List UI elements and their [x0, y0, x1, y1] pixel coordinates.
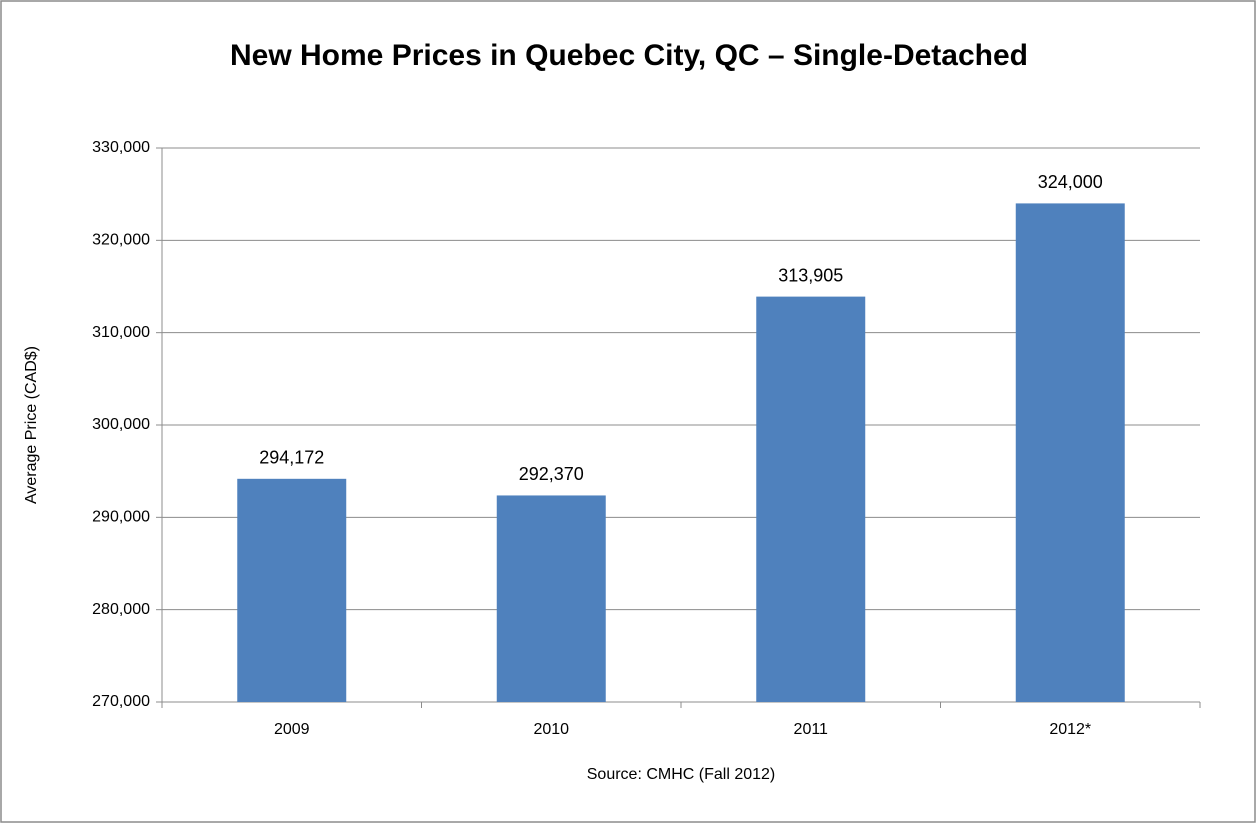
data-label: 324,000	[1038, 172, 1103, 192]
data-label: 313,905	[778, 265, 843, 285]
y-tick-label: 330,000	[92, 139, 150, 156]
y-tick-label: 270,000	[92, 693, 150, 710]
bar	[496, 495, 606, 702]
x-tick-label: 2011	[794, 721, 829, 738]
chart-title: New Home Prices in Quebec City, QC – Sin…	[230, 39, 1028, 72]
data-label: 292,370	[519, 464, 584, 484]
y-tick-label: 320,000	[92, 232, 150, 249]
x-tick-label: 2009	[274, 721, 310, 738]
data-label: 294,172	[259, 448, 324, 468]
bar	[1015, 203, 1125, 702]
bar	[756, 296, 866, 702]
y-tick-label: 280,000	[92, 601, 150, 618]
y-tick-label: 290,000	[92, 509, 150, 526]
x-tick-label: 2010	[533, 721, 569, 738]
x-axis-label: Source: CMHC (Fall 2012)	[587, 766, 776, 783]
y-tick-label: 310,000	[92, 324, 150, 341]
y-axis-label: Average Price (CAD$)	[23, 346, 40, 504]
y-tick-label: 300,000	[92, 416, 150, 433]
bar	[237, 478, 347, 702]
x-tick-label: 2012*	[1049, 721, 1091, 738]
